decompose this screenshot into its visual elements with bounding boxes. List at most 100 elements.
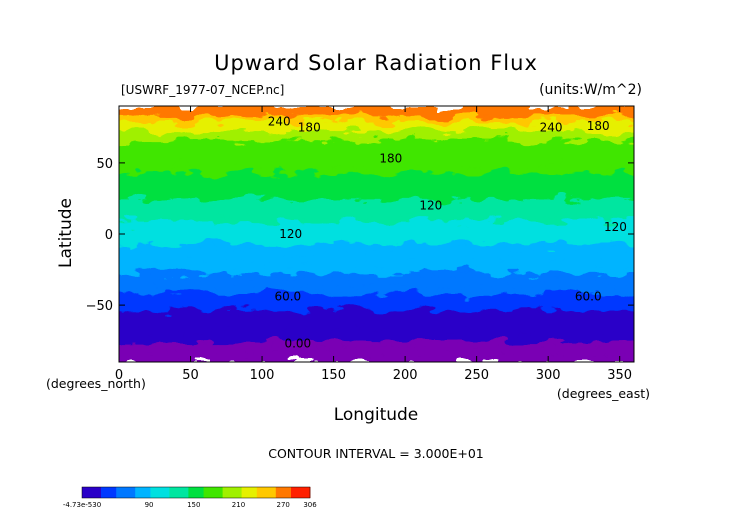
colorbar-swatch bbox=[272, 487, 277, 498]
colorbar-swatch bbox=[139, 487, 144, 498]
colorbar-swatch bbox=[203, 487, 208, 498]
colorbar-swatch bbox=[249, 487, 254, 498]
heatmap-band bbox=[119, 358, 634, 362]
colorbar-label: 210 bbox=[232, 501, 245, 509]
y-axis-title: Latitude bbox=[56, 198, 76, 268]
heatmap-band bbox=[119, 284, 634, 289]
heatmap-band bbox=[119, 315, 634, 320]
colorbar-swatch bbox=[241, 487, 246, 498]
colorbar-label: -4.73e-530 bbox=[63, 501, 101, 509]
x-tick-label: 350 bbox=[607, 368, 632, 383]
colorbar-swatch bbox=[196, 487, 201, 498]
heatmap-band bbox=[119, 196, 634, 201]
colorbar-swatch bbox=[123, 487, 128, 498]
colorbar-swatch bbox=[207, 487, 212, 498]
heatmap-band bbox=[119, 273, 634, 278]
heatmap-band bbox=[119, 119, 634, 124]
heatmap-band bbox=[119, 165, 634, 170]
heatmap-band bbox=[119, 185, 634, 189]
colorbar-swatch bbox=[101, 487, 106, 498]
colorbar-swatch bbox=[218, 487, 223, 498]
heatmap-band bbox=[119, 122, 634, 127]
colorbar-swatch bbox=[142, 487, 147, 498]
colorbar-swatch bbox=[234, 487, 239, 498]
file-label: [USWRF_1977-07_NCEP.nc] bbox=[121, 83, 284, 97]
heatmap-band bbox=[119, 330, 634, 335]
colorbar-swatch bbox=[245, 487, 250, 498]
colorbar: -4.73e-530 90 150 210 270 306 bbox=[63, 486, 317, 509]
colorbar-swatch bbox=[226, 487, 231, 498]
x-tick-label: 50 bbox=[182, 368, 199, 383]
colorbar-swatch bbox=[146, 487, 151, 498]
heatmap-band bbox=[119, 199, 634, 204]
heatmap-band bbox=[119, 318, 634, 323]
heatmap-band bbox=[119, 151, 634, 155]
colorbar-frame bbox=[81, 486, 311, 499]
colorbar-swatch bbox=[294, 487, 299, 498]
colorbar-swatch bbox=[161, 487, 166, 498]
heatmap-band bbox=[119, 253, 634, 258]
heatmap-band bbox=[119, 128, 634, 133]
colorbar-swatch bbox=[120, 487, 125, 498]
heatmap-band bbox=[119, 250, 634, 255]
colorbar-swatch bbox=[89, 487, 94, 498]
heatmap-band bbox=[119, 287, 634, 292]
heatmap-band bbox=[119, 202, 634, 207]
contour-label: 120 bbox=[279, 227, 302, 241]
y-tick-label: 50 bbox=[96, 157, 113, 172]
contour-label: 120 bbox=[604, 220, 627, 234]
colorbar-swatch bbox=[188, 487, 193, 498]
colorbar-swatch bbox=[199, 487, 204, 498]
colorbar-swatch bbox=[173, 487, 178, 498]
x-tick-label: 250 bbox=[464, 368, 489, 383]
x-tick-label: 0 bbox=[115, 368, 123, 383]
x-unit-label: (degrees_east) bbox=[557, 386, 650, 401]
contour-label: 240 bbox=[540, 120, 563, 134]
heatmap-band bbox=[119, 239, 634, 244]
heatmap-band bbox=[119, 219, 634, 224]
heatmap-band bbox=[119, 242, 634, 246]
y-tick-label: 0 bbox=[105, 228, 113, 243]
colorbar-swatch bbox=[192, 487, 197, 498]
heatmap-band bbox=[119, 106, 634, 110]
colorbar-swatch bbox=[135, 487, 140, 498]
colorbar-swatch bbox=[150, 487, 155, 498]
colorbar-swatch bbox=[85, 487, 90, 498]
heatmap-band bbox=[119, 304, 634, 309]
heatmap-field bbox=[119, 106, 634, 362]
heatmap-band bbox=[119, 236, 634, 241]
colorbar-swatch bbox=[184, 487, 189, 498]
heatmap-band bbox=[119, 333, 634, 337]
heatmap-band bbox=[119, 216, 634, 221]
contour-label: 60.0 bbox=[575, 290, 602, 304]
contour-label: 60.0 bbox=[274, 290, 301, 304]
heatmap-band bbox=[119, 344, 634, 349]
heatmap-band bbox=[119, 301, 634, 306]
contour-label: 240 bbox=[268, 115, 291, 129]
chart-title: Upward Solar Radiation Flux bbox=[214, 51, 538, 75]
heatmap-band bbox=[119, 205, 634, 209]
colorbar-swatch bbox=[291, 487, 296, 498]
colorbar-swatch bbox=[127, 487, 132, 498]
colorbar-swatch bbox=[222, 487, 227, 498]
heatmap-band bbox=[119, 296, 634, 300]
colorbar-swatch bbox=[287, 487, 292, 498]
heatmap-band bbox=[119, 108, 634, 113]
colorbar-swatch bbox=[256, 487, 261, 498]
colorbar-swatch bbox=[211, 487, 216, 498]
heatmap-band bbox=[119, 259, 634, 263]
colorbar-swatch bbox=[268, 487, 273, 498]
x-axis-ticks: 0 50 100 150 200 250 300 350 bbox=[115, 106, 632, 383]
contour-label: 180 bbox=[298, 120, 321, 134]
heatmap-band bbox=[119, 148, 634, 153]
colorbar-swatch bbox=[275, 487, 280, 498]
heatmap-band bbox=[119, 276, 634, 281]
heatmap-band bbox=[119, 267, 634, 272]
heatmap-band bbox=[119, 270, 634, 275]
heatmap-band bbox=[119, 327, 634, 332]
heatmap-band bbox=[119, 136, 634, 141]
heatmap-band bbox=[119, 125, 634, 130]
heatmap-band bbox=[119, 256, 634, 261]
colorbar-swatch bbox=[82, 487, 87, 498]
